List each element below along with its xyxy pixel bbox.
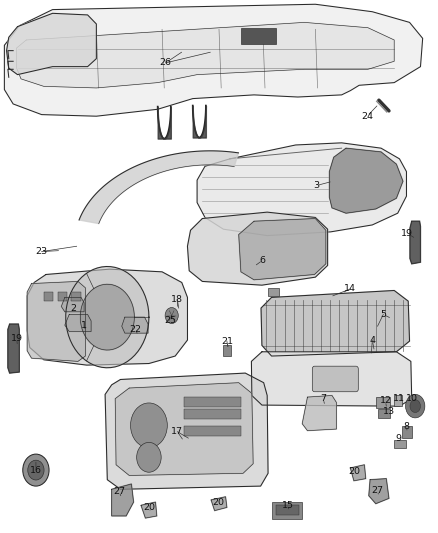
Polygon shape xyxy=(410,221,420,264)
Bar xyxy=(184,426,241,436)
Polygon shape xyxy=(7,13,96,75)
Text: 8: 8 xyxy=(403,422,410,431)
Text: 22: 22 xyxy=(130,325,142,334)
Polygon shape xyxy=(239,219,326,280)
Text: 18: 18 xyxy=(171,295,184,304)
Text: 19: 19 xyxy=(11,334,23,343)
Text: 12: 12 xyxy=(379,397,392,405)
Polygon shape xyxy=(65,314,91,332)
Polygon shape xyxy=(141,502,157,518)
Bar xyxy=(272,502,302,519)
Text: 13: 13 xyxy=(383,407,395,416)
Bar xyxy=(378,409,390,418)
Polygon shape xyxy=(66,266,149,368)
Text: 23: 23 xyxy=(35,247,48,256)
Text: 1: 1 xyxy=(81,321,87,329)
Polygon shape xyxy=(122,317,148,333)
Text: 11: 11 xyxy=(392,394,405,403)
Circle shape xyxy=(137,442,161,472)
Polygon shape xyxy=(369,479,389,504)
Bar xyxy=(394,440,406,448)
Text: 15: 15 xyxy=(282,501,294,510)
Text: 4: 4 xyxy=(369,336,375,344)
Circle shape xyxy=(131,403,167,448)
Text: 9: 9 xyxy=(396,434,402,442)
Polygon shape xyxy=(27,269,187,365)
Circle shape xyxy=(410,400,420,413)
FancyBboxPatch shape xyxy=(312,366,358,392)
Text: 3: 3 xyxy=(314,181,320,190)
Bar xyxy=(241,28,276,44)
Text: 7: 7 xyxy=(320,394,326,403)
Text: 17: 17 xyxy=(171,427,184,436)
Polygon shape xyxy=(261,290,410,356)
Circle shape xyxy=(28,460,44,480)
Text: 10: 10 xyxy=(406,394,418,403)
Bar xyxy=(276,505,299,515)
Circle shape xyxy=(23,454,49,486)
Polygon shape xyxy=(112,484,134,516)
Bar xyxy=(376,397,390,408)
Polygon shape xyxy=(211,497,227,511)
Text: 24: 24 xyxy=(361,112,373,120)
Text: 27: 27 xyxy=(371,486,384,495)
Bar xyxy=(402,426,412,438)
Polygon shape xyxy=(115,383,253,475)
Text: 19: 19 xyxy=(401,229,413,238)
Bar xyxy=(71,292,81,301)
Bar xyxy=(58,292,67,301)
Bar xyxy=(184,397,241,407)
Text: 27: 27 xyxy=(113,487,125,496)
Text: 20: 20 xyxy=(349,467,361,476)
Text: 20: 20 xyxy=(143,503,155,512)
Polygon shape xyxy=(17,22,394,88)
Polygon shape xyxy=(79,151,238,224)
Text: 20: 20 xyxy=(212,498,224,506)
Text: 6: 6 xyxy=(260,256,266,264)
Polygon shape xyxy=(187,212,328,285)
Polygon shape xyxy=(302,395,336,431)
Polygon shape xyxy=(105,373,268,489)
Polygon shape xyxy=(350,465,366,481)
Polygon shape xyxy=(27,281,85,361)
Polygon shape xyxy=(80,284,134,350)
Text: 5: 5 xyxy=(380,310,386,319)
Bar xyxy=(223,345,231,356)
Circle shape xyxy=(406,394,425,418)
Polygon shape xyxy=(251,352,412,406)
Circle shape xyxy=(165,308,178,324)
Polygon shape xyxy=(4,4,423,116)
Text: 25: 25 xyxy=(164,317,176,325)
Polygon shape xyxy=(8,324,19,373)
Polygon shape xyxy=(329,148,403,213)
Bar xyxy=(44,292,53,301)
Text: 26: 26 xyxy=(159,59,172,67)
Bar xyxy=(394,395,402,406)
Polygon shape xyxy=(61,297,84,312)
Bar xyxy=(184,409,241,419)
Text: 14: 14 xyxy=(344,285,357,293)
Polygon shape xyxy=(197,143,406,236)
Text: 21: 21 xyxy=(221,337,233,345)
Text: 16: 16 xyxy=(30,466,42,474)
Bar xyxy=(268,288,279,296)
Text: 2: 2 xyxy=(71,304,77,312)
